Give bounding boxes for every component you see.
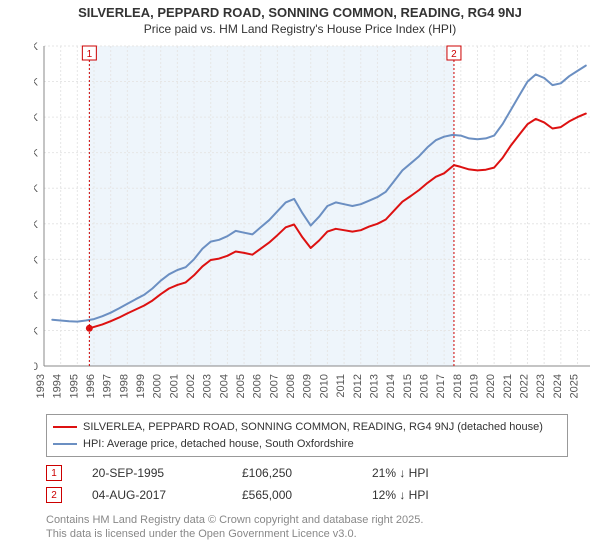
svg-text:2: 2 [451,49,457,60]
legend-swatch [53,426,77,428]
svg-text:2013: 2013 [368,374,380,398]
svg-text:2022: 2022 [518,374,530,398]
svg-text:2006: 2006 [252,374,264,398]
svg-text:1995: 1995 [68,374,80,398]
legend-swatch [53,443,77,445]
svg-text:2008: 2008 [285,374,297,398]
svg-text:1998: 1998 [118,374,130,398]
svg-text:£200K: £200K [34,290,39,302]
sale-price: £106,250 [242,466,372,480]
svg-text:1993: 1993 [35,374,47,398]
svg-text:1994: 1994 [52,374,64,398]
svg-text:£700K: £700K [34,112,39,124]
sale-diff: 12% ↓ HPI [372,488,492,502]
attribution-line: Contains HM Land Registry data © Crown c… [46,514,423,528]
legend-label: HPI: Average price, detached house, Sout… [83,436,354,453]
svg-text:£900K: £900K [34,42,39,53]
legend: SILVERLEA, PEPPARD ROAD, SONNING COMMON,… [46,414,568,457]
sales-table: 1 20-SEP-1995 £106,250 21% ↓ HPI 2 04-AU… [46,462,554,506]
legend-label: SILVERLEA, PEPPARD ROAD, SONNING COMMON,… [83,419,543,436]
svg-text:2015: 2015 [402,374,414,398]
sale-price: £565,000 [242,488,372,502]
svg-text:2024: 2024 [552,374,564,398]
svg-text:2014: 2014 [385,374,397,398]
svg-text:2003: 2003 [202,374,214,398]
svg-text:2023: 2023 [535,374,547,398]
chart-area: £0 £100K £200K £300K £400K £500K £600K £700K £80… [34,42,594,402]
svg-text:2020: 2020 [485,374,497,398]
page-title: SILVERLEA, PEPPARD ROAD, SONNING COMMON,… [0,0,600,21]
table-row: 1 20-SEP-1995 £106,250 21% ↓ HPI [46,462,554,484]
svg-text:1: 1 [87,49,93,60]
svg-text:£0: £0 [34,361,38,373]
svg-text:£300K: £300K [34,254,39,266]
svg-text:£500K: £500K [34,183,39,195]
svg-text:2009: 2009 [302,374,314,398]
svg-text:2005: 2005 [235,374,247,398]
svg-text:£600K: £600K [34,148,39,160]
legend-item: SILVERLEA, PEPPARD ROAD, SONNING COMMON,… [53,419,561,436]
svg-text:2010: 2010 [318,374,330,398]
attribution-line: This data is licensed under the Open Gov… [46,528,423,542]
svg-text:2017: 2017 [435,374,447,398]
page-subtitle: Price paid vs. HM Land Registry's House … [0,21,600,36]
svg-text:2001: 2001 [168,374,180,398]
marker-badge: 1 [46,465,62,481]
svg-text:1999: 1999 [135,374,147,398]
svg-text:2019: 2019 [468,374,480,398]
sale-diff: 21% ↓ HPI [372,466,492,480]
legend-item: HPI: Average price, detached house, Sout… [53,436,561,453]
svg-text:2011: 2011 [335,374,347,398]
svg-text:£100K: £100K [34,325,39,337]
svg-text:2016: 2016 [418,374,430,398]
svg-text:2012: 2012 [352,374,364,398]
attribution: Contains HM Land Registry data © Crown c… [46,514,423,542]
svg-text:1996: 1996 [85,374,97,398]
svg-text:2018: 2018 [452,374,464,398]
svg-text:2000: 2000 [152,374,164,398]
svg-text:1997: 1997 [102,374,114,398]
svg-text:2021: 2021 [502,374,514,398]
marker-badge: 2 [46,487,62,503]
sale-date: 20-SEP-1995 [92,466,242,480]
svg-text:£800K: £800K [34,77,39,89]
svg-text:2007: 2007 [268,374,280,398]
svg-text:2004: 2004 [218,374,230,398]
svg-text:2002: 2002 [185,374,197,398]
table-row: 2 04-AUG-2017 £565,000 12% ↓ HPI [46,484,554,506]
svg-text:£400K: £400K [34,219,39,231]
svg-text:2025: 2025 [568,374,580,398]
sale-date: 04-AUG-2017 [92,488,242,502]
